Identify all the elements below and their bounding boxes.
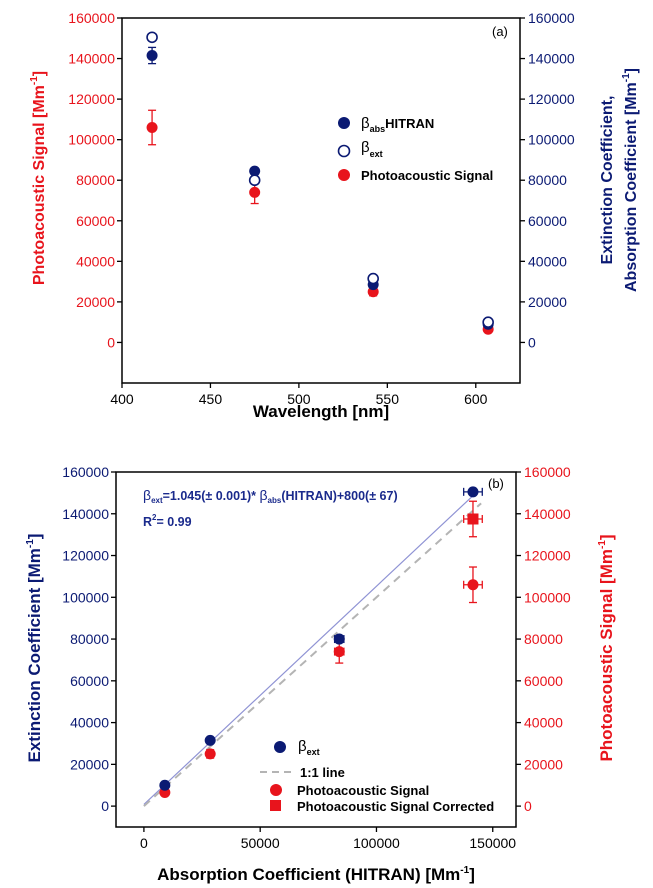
beta-ext-point — [146, 31, 158, 44]
y-right-tick-label: 100000 — [528, 132, 575, 148]
y-left-tick-label: 140000 — [68, 51, 115, 67]
photoacoustic-point — [333, 646, 345, 658]
beta-abs-point — [146, 50, 158, 62]
y-left-tick-label: 40000 — [70, 715, 109, 731]
fit-line — [143, 491, 477, 805]
legend-label-one-to-one: 1:1 line — [300, 765, 345, 780]
y-right-tick-label: 120000 — [524, 548, 571, 564]
x-tick-label: 150000 — [469, 835, 516, 851]
y-right-tick-label: 80000 — [528, 172, 567, 188]
y-right-tick-label: 20000 — [528, 294, 567, 310]
panel-b-legend: βext 1:1 line Photoacoustic Signal Photo… — [260, 738, 494, 814]
legend-label-photoacoustic-b: Photoacoustic Signal — [297, 783, 429, 798]
y-right-tick-label: 60000 — [524, 673, 563, 689]
beta-ext-point — [482, 316, 494, 328]
y-right-tick-label: 140000 — [528, 51, 575, 67]
y-left-tick-label: 100000 — [68, 132, 115, 148]
y-left-tick-label: 80000 — [76, 172, 115, 188]
beta-ext-point — [204, 734, 216, 746]
legend-label-beta-ext-b: βext — [298, 738, 320, 757]
beta-ext-point — [333, 633, 345, 645]
y-right-tick-label: 100000 — [524, 589, 571, 605]
x-tick-label: 50000 — [241, 835, 280, 851]
beta-ext-point — [367, 272, 379, 285]
r-squared: R2= 0.99 — [143, 513, 192, 529]
panel-b-chart: 0 50000 100000 150000 0 20000 40000 60000 80000 1… — [25, 464, 616, 884]
y-left-tick-label: 120000 — [62, 548, 109, 564]
y-right-tick-label: 40000 — [528, 253, 567, 269]
y-right-tick-label: 0 — [524, 798, 532, 814]
legend-label-beta-ext: βext — [361, 139, 383, 159]
y-left-tick-label: 100000 — [62, 589, 109, 605]
y-left-tick-label: 20000 — [76, 294, 115, 310]
y-left-tick-label: 0 — [107, 334, 115, 350]
x-tick-label: 500 — [287, 391, 311, 407]
photoacoustic-point — [249, 186, 261, 198]
legend-label-photoacoustic: Photoacoustic Signal — [361, 168, 493, 183]
panel-b-left-axis-title: Extinction Coefficient [Mm-1] — [25, 534, 44, 763]
photoacoustic-point — [146, 122, 158, 133]
beta-ext-point — [467, 486, 479, 498]
y-right-tick-label: 140000 — [524, 506, 571, 522]
legend-marker-beta-ext — [337, 144, 351, 158]
y-left-tick-label: 160000 — [62, 464, 109, 480]
beta-ext-point — [159, 779, 171, 791]
y-left-tick-label: 120000 — [68, 91, 115, 107]
y-left-tick-label: 40000 — [76, 253, 115, 269]
photoacoustic-point — [204, 748, 216, 760]
x-tick-label: 0 — [140, 835, 148, 851]
panel-b-plot-frame — [115, 471, 517, 828]
legend-label-photoacoustic-corrected: Photoacoustic Signal Corrected — [297, 799, 494, 814]
panel-a-plot-frame — [121, 17, 521, 384]
legend-marker-beta-abs — [338, 117, 350, 129]
fit-equation: βext=1.045(± 0.001)* βabs(HITRAN)+800(± … — [143, 487, 398, 505]
panel-a-right-axis-title-line1: Extinction Coefficient, — [599, 96, 616, 265]
y-left-tick-label: 140000 — [62, 506, 109, 522]
y-right-tick-label: 20000 — [524, 756, 563, 772]
panel-a-legend: βabsHITRAN βext Photoacoustic Signal — [337, 115, 493, 183]
y-left-tick-label: 20000 — [70, 756, 109, 772]
y-right-tick-label: 120000 — [528, 91, 575, 107]
legend-marker-photoacoustic-b — [270, 784, 282, 796]
beta-ext-point — [248, 174, 261, 187]
legend-label-beta-abs: βabsHITRAN — [361, 115, 434, 134]
x-tick-label: 100000 — [353, 835, 400, 851]
one-to-one-line — [143, 502, 482, 807]
panel-a-x-axis-title: Wavelength [nm] — [253, 402, 389, 421]
panel-b-right-axis-title: Photoacoustic Signal [Mm-1] — [597, 534, 616, 761]
legend-marker-beta-ext-b — [274, 741, 286, 753]
y-right-tick-label: 160000 — [528, 10, 575, 26]
photoacoustic-point — [467, 579, 479, 591]
photoacoustic-corrected-point — [467, 513, 479, 525]
x-tick-label: 550 — [376, 391, 400, 407]
y-right-tick-label: 60000 — [528, 213, 567, 229]
x-tick-label: 400 — [110, 391, 134, 407]
panel-a-right-axis-title-line2: Absorption Coefficient [Mm-1] — [621, 68, 640, 292]
y-left-tick-label: 80000 — [70, 631, 109, 647]
y-left-tick-label: 160000 — [68, 10, 115, 26]
panel-a-chart: 400 450 500 550 600 0 20000 40000 60000 80000 1000… — [29, 10, 640, 421]
y-left-tick-label: 0 — [101, 798, 109, 814]
legend-marker-photoacoustic-corrected — [270, 800, 281, 811]
panel-b-x-axis-title: Absorption Coefficient (HITRAN) [Mm-1] — [157, 865, 475, 884]
panel-a-label: (a) — [492, 24, 508, 39]
beta-abs-point — [249, 165, 261, 177]
y-right-tick-label: 40000 — [524, 715, 563, 731]
x-tick-label: 600 — [464, 391, 488, 407]
y-right-tick-label: 0 — [528, 334, 536, 350]
y-right-tick-label: 160000 — [524, 464, 571, 480]
legend-marker-photoacoustic — [338, 169, 350, 181]
panel-b-label: (b) — [488, 476, 504, 491]
x-tick-label: 450 — [199, 391, 223, 407]
y-left-tick-label: 60000 — [70, 673, 109, 689]
y-left-tick-label: 60000 — [76, 213, 115, 229]
y-right-tick-label: 80000 — [524, 631, 563, 647]
panel-a-left-axis-title: Photoacoustic Signal [Mm-1] — [29, 71, 48, 285]
